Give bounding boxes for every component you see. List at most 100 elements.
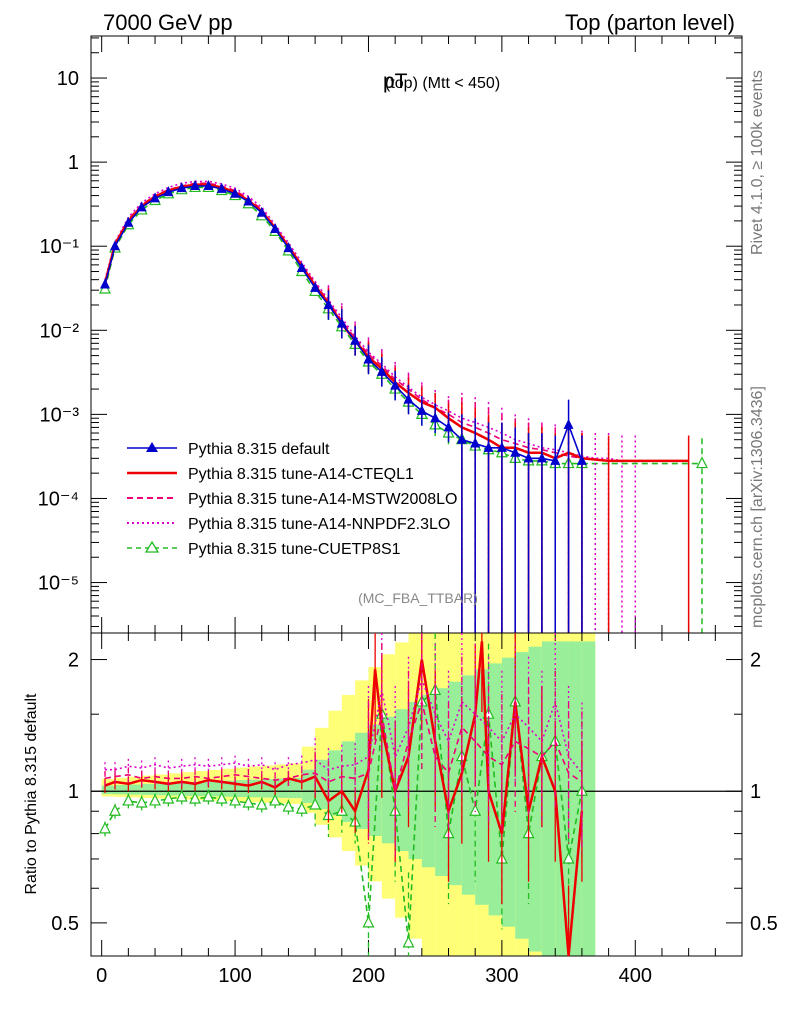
- ratio-data-marker: [149, 793, 162, 806]
- legend-entry-cuetp8s1: Pythia 8.315 tune-CUETP8S1: [127, 540, 401, 558]
- legend-entry-default: Pythia 8.315 default: [127, 441, 330, 458]
- main-data-marker: [350, 334, 361, 345]
- ratio-tick-labels: 2 2 1 1 0.5 0.5 0 100 200 300 400: [51, 650, 778, 987]
- main-data-marker: [216, 182, 227, 193]
- legend-marker-default: [146, 442, 158, 452]
- main-data-marker: [163, 186, 174, 197]
- ratio-band-inner: [221, 780, 236, 797]
- ratio-band-inner: [115, 785, 129, 795]
- ratio-data-marker: [202, 789, 215, 802]
- ratio-y-tick-label: 1: [68, 781, 79, 803]
- main-y-tick-label: 10⁻²: [40, 320, 80, 342]
- mcplots-label: mcplots.cern.ch [arXiv:1306.3436]: [749, 386, 766, 628]
- main-series-line: [104, 182, 583, 460]
- main-data-marker: [230, 187, 241, 198]
- main-data-marker: [536, 452, 547, 463]
- main-ticks: [91, 36, 742, 633]
- main-data-marker: [376, 365, 387, 376]
- main-data-marker: [100, 278, 111, 289]
- ratio-band-inner: [141, 783, 156, 795]
- main-data-marker: [110, 240, 121, 251]
- ratio-band-inner: [368, 724, 382, 836]
- ratio-series-group: [99, 633, 588, 957]
- ratio-data-marker: [175, 789, 188, 802]
- main-series-0: [100, 180, 587, 633]
- main-series-line: [103, 183, 689, 463]
- ratio-y-axis-label: Ratio to Pythia 8.315 default: [23, 693, 40, 895]
- ratio-band-inner: [568, 641, 582, 956]
- main-y-tick-label: 10⁻¹: [40, 236, 80, 258]
- ratio-data-marker: [562, 851, 575, 864]
- main-data-marker: [256, 206, 267, 217]
- main-series-line: [104, 186, 702, 465]
- legend-entry-mstw: Pythia 8.315 tune-A14-MSTW2008LO: [127, 491, 457, 508]
- ratio-band-inner: [488, 663, 502, 916]
- legend-label-default: Pythia 8.315 default: [188, 441, 330, 458]
- main-data-marker: [443, 421, 454, 432]
- main-series-line: [104, 180, 636, 462]
- main-y-tick-label: 10⁻⁴: [38, 488, 79, 510]
- main-data-marker: [243, 195, 254, 206]
- legend-label-cteql1: Pythia 8.315 tune-A14-CTEQL1: [188, 466, 414, 483]
- main-data-marker: [510, 446, 521, 457]
- process-label: Top (parton level): [565, 10, 735, 35]
- main-data-marker: [496, 441, 507, 452]
- ratio-band-inner: [448, 681, 462, 886]
- ratio-band-inner: [208, 781, 222, 797]
- ratio-data-marker: [362, 915, 375, 928]
- main-series-4: [99, 180, 708, 633]
- legend: Pythia 8.315 default Pythia 8.315 tune-A…: [127, 441, 457, 558]
- plot-title-main: pT: [383, 70, 408, 93]
- x-tick-label: 200: [352, 965, 385, 987]
- ratio-band-inner: [128, 784, 142, 795]
- ratio-band-inner: [461, 675, 476, 895]
- ratio-band-inner: [341, 741, 356, 823]
- main-y-tick-labels: 10 1 10⁻¹ 10⁻² 10⁻³ 10⁻⁴ 10⁻⁵: [38, 68, 80, 595]
- ratio-y-tick-label: 2: [68, 650, 79, 672]
- main-data-marker: [123, 216, 134, 227]
- main-series-1: [103, 183, 690, 633]
- ratio-data-marker: [215, 791, 228, 804]
- ratio-band-inner: [421, 694, 436, 868]
- main-data-marker: [190, 180, 201, 191]
- main-y-tick-label: 1: [68, 152, 79, 174]
- ratio-band-inner: [101, 785, 116, 795]
- ratio-data-marker: [402, 935, 415, 948]
- ratio-ticks: [91, 633, 742, 956]
- main-data-marker: [390, 379, 401, 390]
- ratio-band-inner: [355, 732, 369, 829]
- main-y-tick-label: 10: [57, 68, 79, 90]
- main-series-2: [104, 182, 583, 633]
- rivet-label: Rivet 4.1.0, ≥ 100k events: [749, 70, 766, 255]
- ratio-band-inner: [288, 778, 302, 799]
- ratio-data-marker: [162, 791, 175, 804]
- x-tick-label: 400: [619, 965, 652, 987]
- ratio-band-inner: [155, 783, 169, 796]
- ratio-panel: 2 2 1 1 0.5 0.5 0 100 200 300 400 Ratio to Pythia …: [23, 632, 778, 987]
- main-series-group: [99, 180, 708, 633]
- main-data-marker: [310, 281, 321, 292]
- ratio-plot-frame: [90, 632, 743, 957]
- legend-label-mstw: Pythia 8.315 tune-A14-MSTW2008LO: [188, 491, 457, 508]
- ratio-band-inner: [541, 641, 556, 956]
- main-data-marker: [176, 182, 187, 193]
- ratio-band-inner: [328, 750, 342, 816]
- main-data-marker: [283, 242, 294, 253]
- main-data-marker: [563, 418, 574, 429]
- ratio-data-marker: [109, 803, 121, 816]
- ratio-y-tick-label-right: 2: [750, 650, 761, 672]
- main-y-tick-label: 10⁻³: [40, 404, 80, 426]
- x-tick-label: 100: [218, 965, 251, 987]
- ratio-band-inner: [181, 782, 196, 796]
- ratio-data-marker: [269, 793, 282, 806]
- ratio-data-marker: [189, 791, 202, 804]
- legend-marker-cuetp8s1: [144, 540, 160, 553]
- main-data-marker: [403, 393, 414, 404]
- main-data-marker: [203, 180, 214, 191]
- main-data-marker: [363, 353, 374, 364]
- main-data-marker: [270, 223, 281, 234]
- main-y-tick-label: 10⁻⁵: [38, 573, 79, 595]
- ratio-y-tick-label-right: 0.5: [750, 913, 778, 935]
- ratio-data-marker: [255, 797, 268, 810]
- ratio-data-marker: [282, 799, 295, 812]
